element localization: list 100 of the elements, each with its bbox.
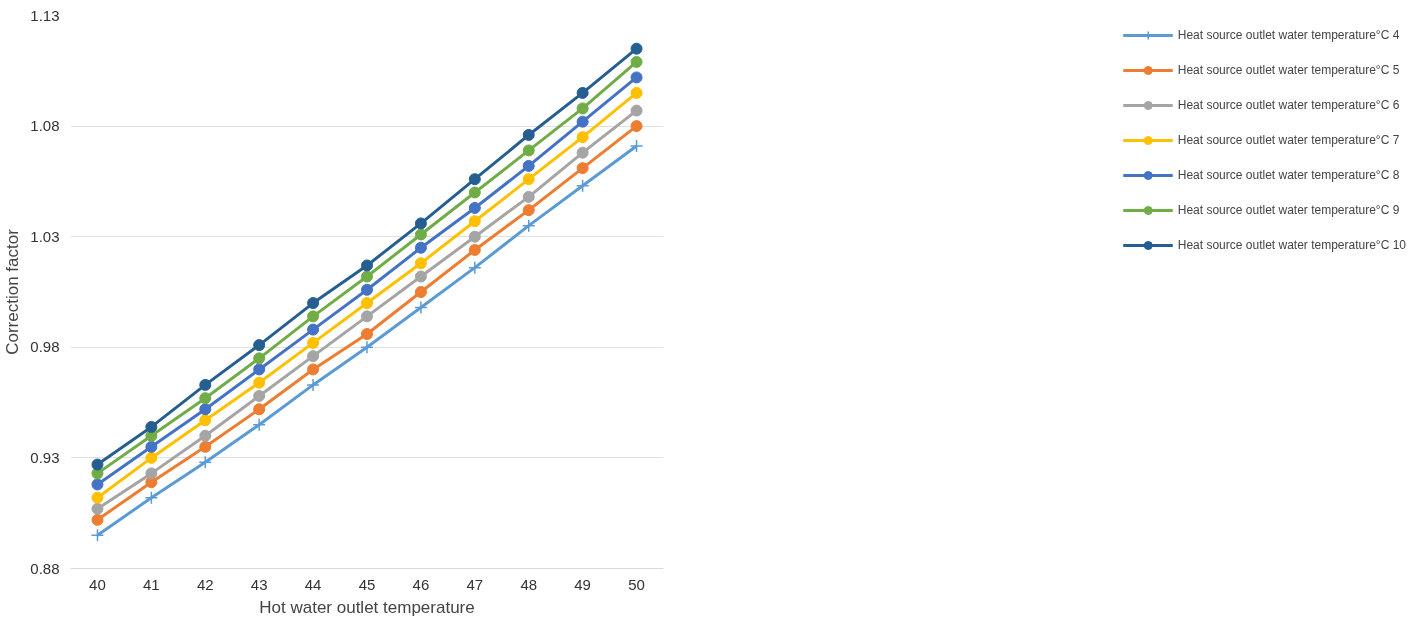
point [576,86,589,99]
y-tick-label: 1.13 [30,6,60,24]
point [414,217,427,230]
point [145,420,158,433]
y-tick-label: 0.98 [30,338,60,356]
point [576,146,589,159]
x-tick-label: 50 [628,575,645,593]
legend-label: Heat source outlet water temperature°C 9 [1177,203,1400,217]
point [414,286,427,298]
point [576,131,589,144]
point [91,491,104,504]
point [521,218,536,233]
point [145,451,158,464]
point [576,115,589,128]
point [253,389,266,402]
point [468,230,481,243]
legend-label: Heat source outlet water temperature°C 7 [1177,133,1400,147]
y-tick-label: 0.88 [30,559,60,577]
point [361,310,373,323]
point [522,173,535,186]
point [91,458,104,471]
point [307,323,320,336]
point [199,392,212,405]
point [253,339,266,352]
legend-label: Heat source outlet water temperature°C 5 [1177,63,1400,77]
point [91,502,104,515]
point [199,403,212,416]
point [306,378,320,392]
point [630,55,643,68]
x-tick-label: 44 [304,575,322,593]
point [361,270,373,283]
point [468,173,481,186]
y-tick-label: 0.93 [30,448,60,466]
x-tick-label: 40 [89,575,106,593]
point [199,429,212,442]
point [361,297,373,310]
x-tick-label: 41 [143,575,160,593]
point [361,328,373,341]
point [414,270,427,283]
point [630,104,643,117]
point [414,228,427,241]
point [361,259,373,272]
point [629,139,644,153]
x-tick-label: 45 [358,575,376,593]
point [575,179,590,193]
point [307,336,320,349]
point [145,440,158,453]
point [252,417,266,432]
x-axis-title: Hot water outlet temperature [259,597,475,617]
point [468,186,481,199]
y-tick-label: 1.08 [30,117,60,135]
point [144,490,159,505]
point [414,257,427,270]
point [307,297,320,310]
point [468,215,481,228]
x-tick-label: 46 [412,575,430,593]
point [253,376,266,389]
point [307,310,320,323]
point [360,340,374,355]
point [630,42,643,55]
y-tick-label: 1.03 [30,227,60,245]
point [91,513,104,526]
point [468,260,482,275]
point [199,414,212,427]
x-tick-label: 42 [196,575,214,593]
point [145,467,158,480]
point [576,162,589,175]
legend-label: Heat source outlet water temperature°C 8 [1177,168,1400,182]
legend-label: Heat source outlet water temperature°C 6 [1177,98,1400,112]
point [414,300,428,315]
point [522,128,535,141]
point [468,243,481,256]
point [307,350,320,363]
x-tick-label: 49 [574,575,591,593]
point [630,86,643,99]
point [199,440,212,453]
point [361,283,373,296]
point [522,159,535,172]
x-tick-label: 48 [520,575,538,593]
point [199,378,212,391]
point [630,71,643,84]
legend-label: Heat source outlet water temperature°C 10 [1177,238,1406,252]
x-tick-label: 47 [466,575,484,593]
point [414,241,427,254]
legend-label: Heat source outlet water temperature°C 4 [1177,28,1400,42]
point [630,120,643,133]
point [253,352,266,365]
point [90,528,105,543]
point [307,363,320,376]
point [576,102,589,115]
point [253,363,266,376]
point [522,204,535,217]
point [91,478,104,491]
point [468,201,481,214]
point [253,403,266,416]
point [522,144,535,157]
point [198,455,213,470]
y-axis-title: Correction factor [3,228,23,355]
x-tick-label: 43 [250,575,268,593]
point [522,190,535,203]
